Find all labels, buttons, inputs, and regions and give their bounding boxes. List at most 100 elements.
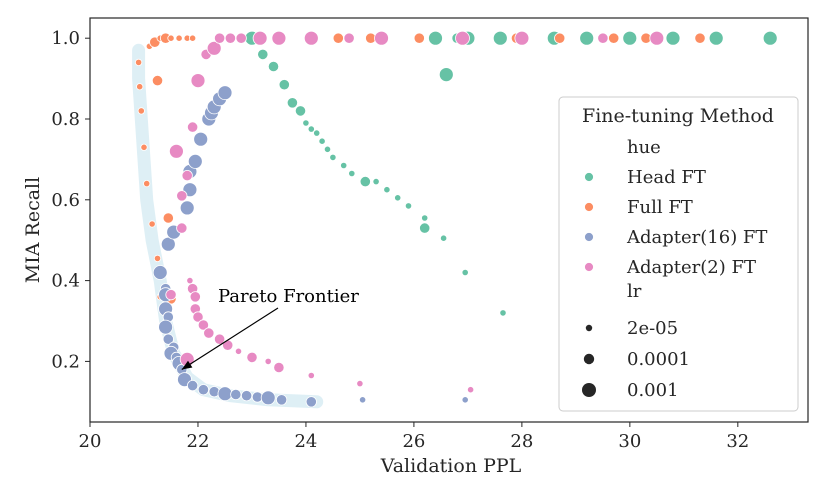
data-point: [438, 67, 454, 82]
data-point: [158, 319, 174, 335]
data-point: [246, 351, 258, 363]
data-point: [455, 30, 470, 46]
data-point: [206, 40, 222, 56]
data-point: [193, 131, 209, 147]
data-point: [203, 327, 215, 339]
legend-size-marker: [585, 324, 593, 332]
data-point: [492, 30, 508, 46]
legend-hue-label: Adapter(2) FT: [626, 257, 756, 278]
data-point: [187, 121, 199, 133]
data-point: [217, 386, 233, 402]
data-point: [192, 311, 204, 323]
data-point: [257, 48, 269, 61]
data-point: [318, 137, 326, 145]
y-axis-ticks: 0.2 0.4 0.6 0.8 1.0: [51, 28, 90, 372]
data-point: [189, 34, 197, 42]
legend-title: Fine-tuning Method: [582, 105, 774, 127]
data-point: [222, 339, 234, 351]
data-point: [439, 234, 448, 242]
x-axis-title: Validation PPL: [380, 455, 522, 477]
legend-hue-marker: [584, 262, 594, 272]
data-point: [252, 30, 268, 46]
data-point: [579, 30, 595, 46]
annotation-arrow: [181, 307, 279, 370]
data-point: [241, 390, 253, 402]
legend-hue-header: hue: [627, 137, 661, 158]
data-point: [708, 30, 724, 46]
data-point: [230, 388, 242, 401]
data-point: [307, 125, 315, 133]
legend-size-items: 2e-05 0.0001 0.001: [582, 318, 690, 401]
data-point: [224, 32, 236, 44]
data-point: [275, 394, 288, 406]
data-point: [665, 30, 681, 46]
x-tick-label: 20: [79, 431, 102, 452]
y-tick-label: 0.4: [51, 271, 80, 292]
data-point: [597, 32, 609, 44]
legend-size-label: 2e-05: [627, 318, 678, 339]
pareto-annotation: Pareto Frontier: [181, 286, 359, 370]
legend-hue-items: Head FT Full FT Adapter(16) FT Adapter(2) F…: [584, 167, 767, 278]
data-point: [303, 30, 319, 46]
data-point: [267, 60, 280, 73]
legend-hue-marker: [584, 202, 594, 212]
data-point: [162, 333, 174, 345]
data-point: [313, 129, 321, 137]
data-point: [359, 176, 371, 188]
legend-hue-marker: [584, 172, 594, 182]
data-point: [649, 30, 665, 46]
data-point: [332, 32, 344, 44]
data-point: [428, 30, 443, 46]
data-point: [187, 379, 199, 392]
data-point: [305, 396, 317, 408]
x-tick-label: 26: [402, 431, 425, 452]
data-point: [343, 32, 355, 44]
data-point: [234, 347, 243, 355]
data-point: [176, 222, 188, 234]
legend-hue-label: Adapter(16) FT: [626, 227, 767, 248]
y-tick-label: 1.0: [51, 28, 80, 49]
legend-size-label: 0.001: [627, 380, 679, 401]
x-tick-label: 24: [294, 431, 317, 452]
data-point: [466, 386, 475, 394]
legend-hue-marker: [584, 232, 594, 242]
data-point: [148, 220, 156, 228]
data-point: [235, 32, 247, 44]
data-point: [372, 178, 380, 186]
data-point: [394, 194, 402, 202]
legend-hue-label: Head FT: [627, 167, 706, 188]
data-point: [302, 119, 310, 127]
data-point: [167, 34, 175, 42]
data-point: [260, 390, 276, 406]
data-point: [143, 180, 151, 188]
data-point: [340, 161, 348, 170]
data-point: [214, 32, 226, 44]
x-tick-label: 28: [510, 431, 533, 452]
x-tick-label: 30: [618, 431, 641, 452]
y-tick-label: 0.8: [51, 109, 80, 130]
data-point: [762, 30, 778, 46]
data-point: [383, 186, 391, 194]
data-point: [179, 200, 195, 216]
annotation-label: Pareto Frontier: [218, 286, 359, 307]
data-point: [189, 291, 201, 303]
data-point: [153, 254, 162, 262]
data-point: [162, 212, 174, 224]
data-point: [421, 214, 429, 222]
data-point: [197, 384, 209, 396]
data-point: [329, 153, 337, 161]
data-point: [356, 379, 364, 388]
data-point: [165, 289, 177, 301]
data-point: [152, 265, 168, 280]
x-tick-label: 22: [187, 431, 210, 452]
data-point: [348, 169, 356, 178]
data-point: [271, 30, 287, 46]
x-tick-label: 32: [726, 431, 749, 452]
data-point: [608, 32, 620, 44]
y-tick-label: 0.6: [51, 190, 80, 211]
data-point: [514, 30, 530, 46]
data-point: [140, 143, 148, 151]
data-point: [694, 32, 706, 44]
data-point: [323, 145, 332, 153]
